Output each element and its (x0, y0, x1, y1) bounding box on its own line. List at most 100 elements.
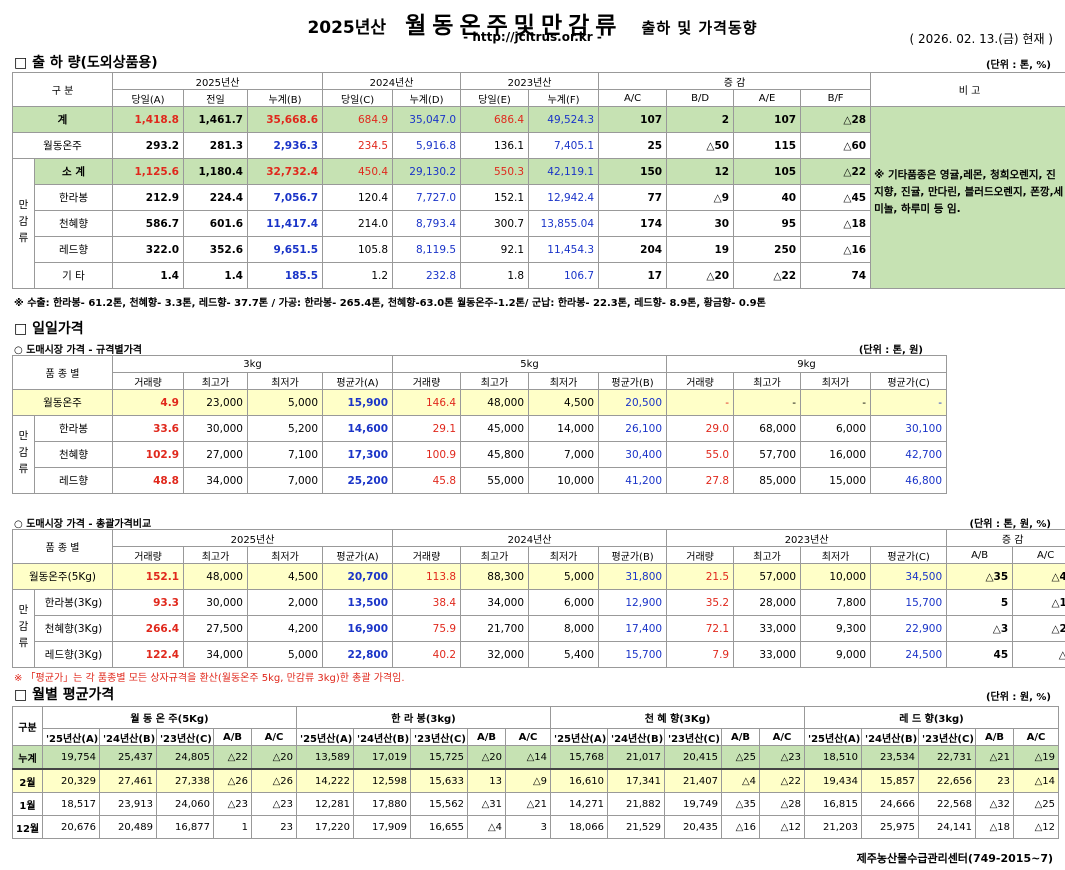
cell: 24,060 (156, 792, 214, 816)
col-header: 최저가 (247, 546, 323, 564)
cell: △20 (250, 745, 298, 770)
cell: 686.4 (460, 106, 530, 133)
table-row: 천혜향 102.9 27,000 7,100 17,300 100.9 45,8… (13, 441, 948, 468)
col-header: 최고가 (183, 372, 248, 390)
cell: △23 (213, 792, 252, 816)
col-variety: 품 종 별 (12, 529, 113, 564)
report-title: 2025년산 월동온주및만감류 출하 및 가격동향 (0, 6, 1065, 40)
cell: 107 (598, 106, 668, 133)
cell: 57,000 (733, 563, 802, 590)
table-row: 계 1,418.8 1,461.7 35,668.6 684.9 35,047.… (12, 106, 1065, 289)
cell: △25 (1013, 792, 1060, 816)
cell: 120.4 (322, 184, 394, 211)
cell: △12 (1013, 815, 1060, 839)
col-gubun: 구분 (12, 706, 43, 746)
cell: △16 (800, 236, 872, 263)
table-row: 기 타 1.4 1.4 185.5 1.2 232.8 1.8 106.7 17… (13, 262, 1065, 289)
cell: 22,731 (918, 745, 977, 770)
row-label: 계 (12, 106, 113, 133)
cell: 5,000 (247, 389, 323, 416)
col-header: A/C (1013, 728, 1060, 746)
table-row: 천혜향 586.7 601.6 11,417.4 214.0 8,793.4 3… (13, 210, 1065, 237)
cell: 27,338 (156, 768, 214, 793)
cell: 136.1 (460, 132, 530, 159)
site-url[interactable]: - http://jcitrus.or.kr - (463, 30, 602, 44)
cell: 152.1 (112, 563, 184, 590)
cell: 21,203 (804, 815, 863, 839)
col-header: 당일(C) (322, 89, 394, 107)
col-header: 최저가 (528, 372, 600, 390)
cell: 185.5 (246, 262, 324, 289)
cell: 224.4 (183, 184, 248, 211)
cell: 25,437 (99, 745, 157, 770)
col-header: 누계(D) (392, 89, 462, 107)
cell: 27,500 (183, 615, 248, 642)
cell: 19,434 (804, 768, 863, 793)
cell: △22 (800, 158, 872, 185)
col-header: 최저가 (528, 546, 600, 564)
shipment-table: 구 분 2025년산 2024년산 2023년산 증 감 비 고 당일(A) 전… (12, 72, 1065, 289)
row-label: 레드향 (34, 236, 113, 263)
cell: 1.8 (460, 262, 530, 289)
cell: 102.9 (112, 441, 184, 468)
col-header: '24년산(B) (353, 728, 412, 746)
cell: 322.0 (112, 236, 184, 263)
cell: 8,000 (528, 615, 600, 642)
col-header: 최고가 (733, 546, 802, 564)
col-header: '24년산(B) (607, 728, 666, 746)
table-row: 월동온주 4.9 23,000 5,000 15,900 146.4 48,00… (12, 389, 948, 416)
cell: △28 (759, 792, 806, 816)
cell: 16,815 (804, 792, 863, 816)
cell: 33.6 (112, 415, 184, 442)
cell: △19 (1013, 745, 1060, 770)
cell: 41,200 (598, 467, 668, 494)
compare-price-table: 품 종 별 2025년산 2024년산 2023년산 증 감 거래량 최고가 최… (12, 529, 1065, 668)
cell: △7 (1012, 641, 1065, 668)
cell: 10,000 (800, 563, 872, 590)
col-header: 최고가 (460, 546, 530, 564)
col-group-5kg: 5kg (392, 355, 668, 373)
col-header: '24년산(B) (861, 728, 920, 746)
cell: 74 (800, 262, 872, 289)
cell: 9,000 (800, 641, 872, 668)
cell: 92.1 (460, 236, 530, 263)
col-variety: 품 종 별 (12, 355, 113, 390)
cell: 5,400 (528, 641, 600, 668)
col-header: 최고가 (733, 372, 802, 390)
col-header: B/D (666, 89, 735, 107)
cell: 48,000 (183, 563, 248, 590)
cell: 35,668.6 (246, 106, 324, 133)
cell: 115 (733, 132, 802, 159)
cell: △14 (1013, 768, 1060, 793)
cell: 24,666 (861, 792, 920, 816)
cell: 7,056.7 (246, 184, 324, 211)
table-row: 천혜향(3Kg) 266.4 27,500 4,200 16,900 75.9 … (13, 615, 1065, 642)
cell: 16,655 (410, 815, 469, 839)
cell: 17,909 (353, 815, 412, 839)
cell: 20,676 (42, 815, 100, 839)
cell: 293.2 (112, 132, 184, 159)
cell: 1,125.6 (112, 158, 184, 185)
cell: 28,000 (733, 589, 802, 616)
col-group-change: 증 감 (598, 72, 872, 90)
col-header: '25년산(A) (42, 728, 100, 746)
cell: 88,300 (460, 563, 530, 590)
cell: 7,000 (247, 467, 323, 494)
col-header: A/B (467, 728, 507, 746)
row-label: 월동온주 (12, 132, 113, 159)
cell: 14,600 (321, 415, 394, 442)
cell: 1,180.4 (183, 158, 248, 185)
cell: 55.0 (666, 441, 735, 468)
cell: △60 (800, 132, 872, 159)
col-header: 평균가(C) (870, 546, 948, 564)
col-header: 평균가(B) (598, 546, 668, 564)
cell: 16,000 (800, 441, 872, 468)
col-group-change: 증 감 (946, 529, 1065, 547)
col-header: 거래량 (666, 546, 735, 564)
spec-price-table: 품 종 별 3kg 5kg 9kg 거래량 최고가 최저가 평균가(A) 거래량… (12, 355, 948, 494)
cell: 25,975 (861, 815, 920, 839)
cell: 15,725 (410, 745, 469, 770)
cell: 5,200 (247, 415, 323, 442)
cell: 27.8 (666, 467, 735, 494)
cell: 20,415 (664, 745, 723, 770)
